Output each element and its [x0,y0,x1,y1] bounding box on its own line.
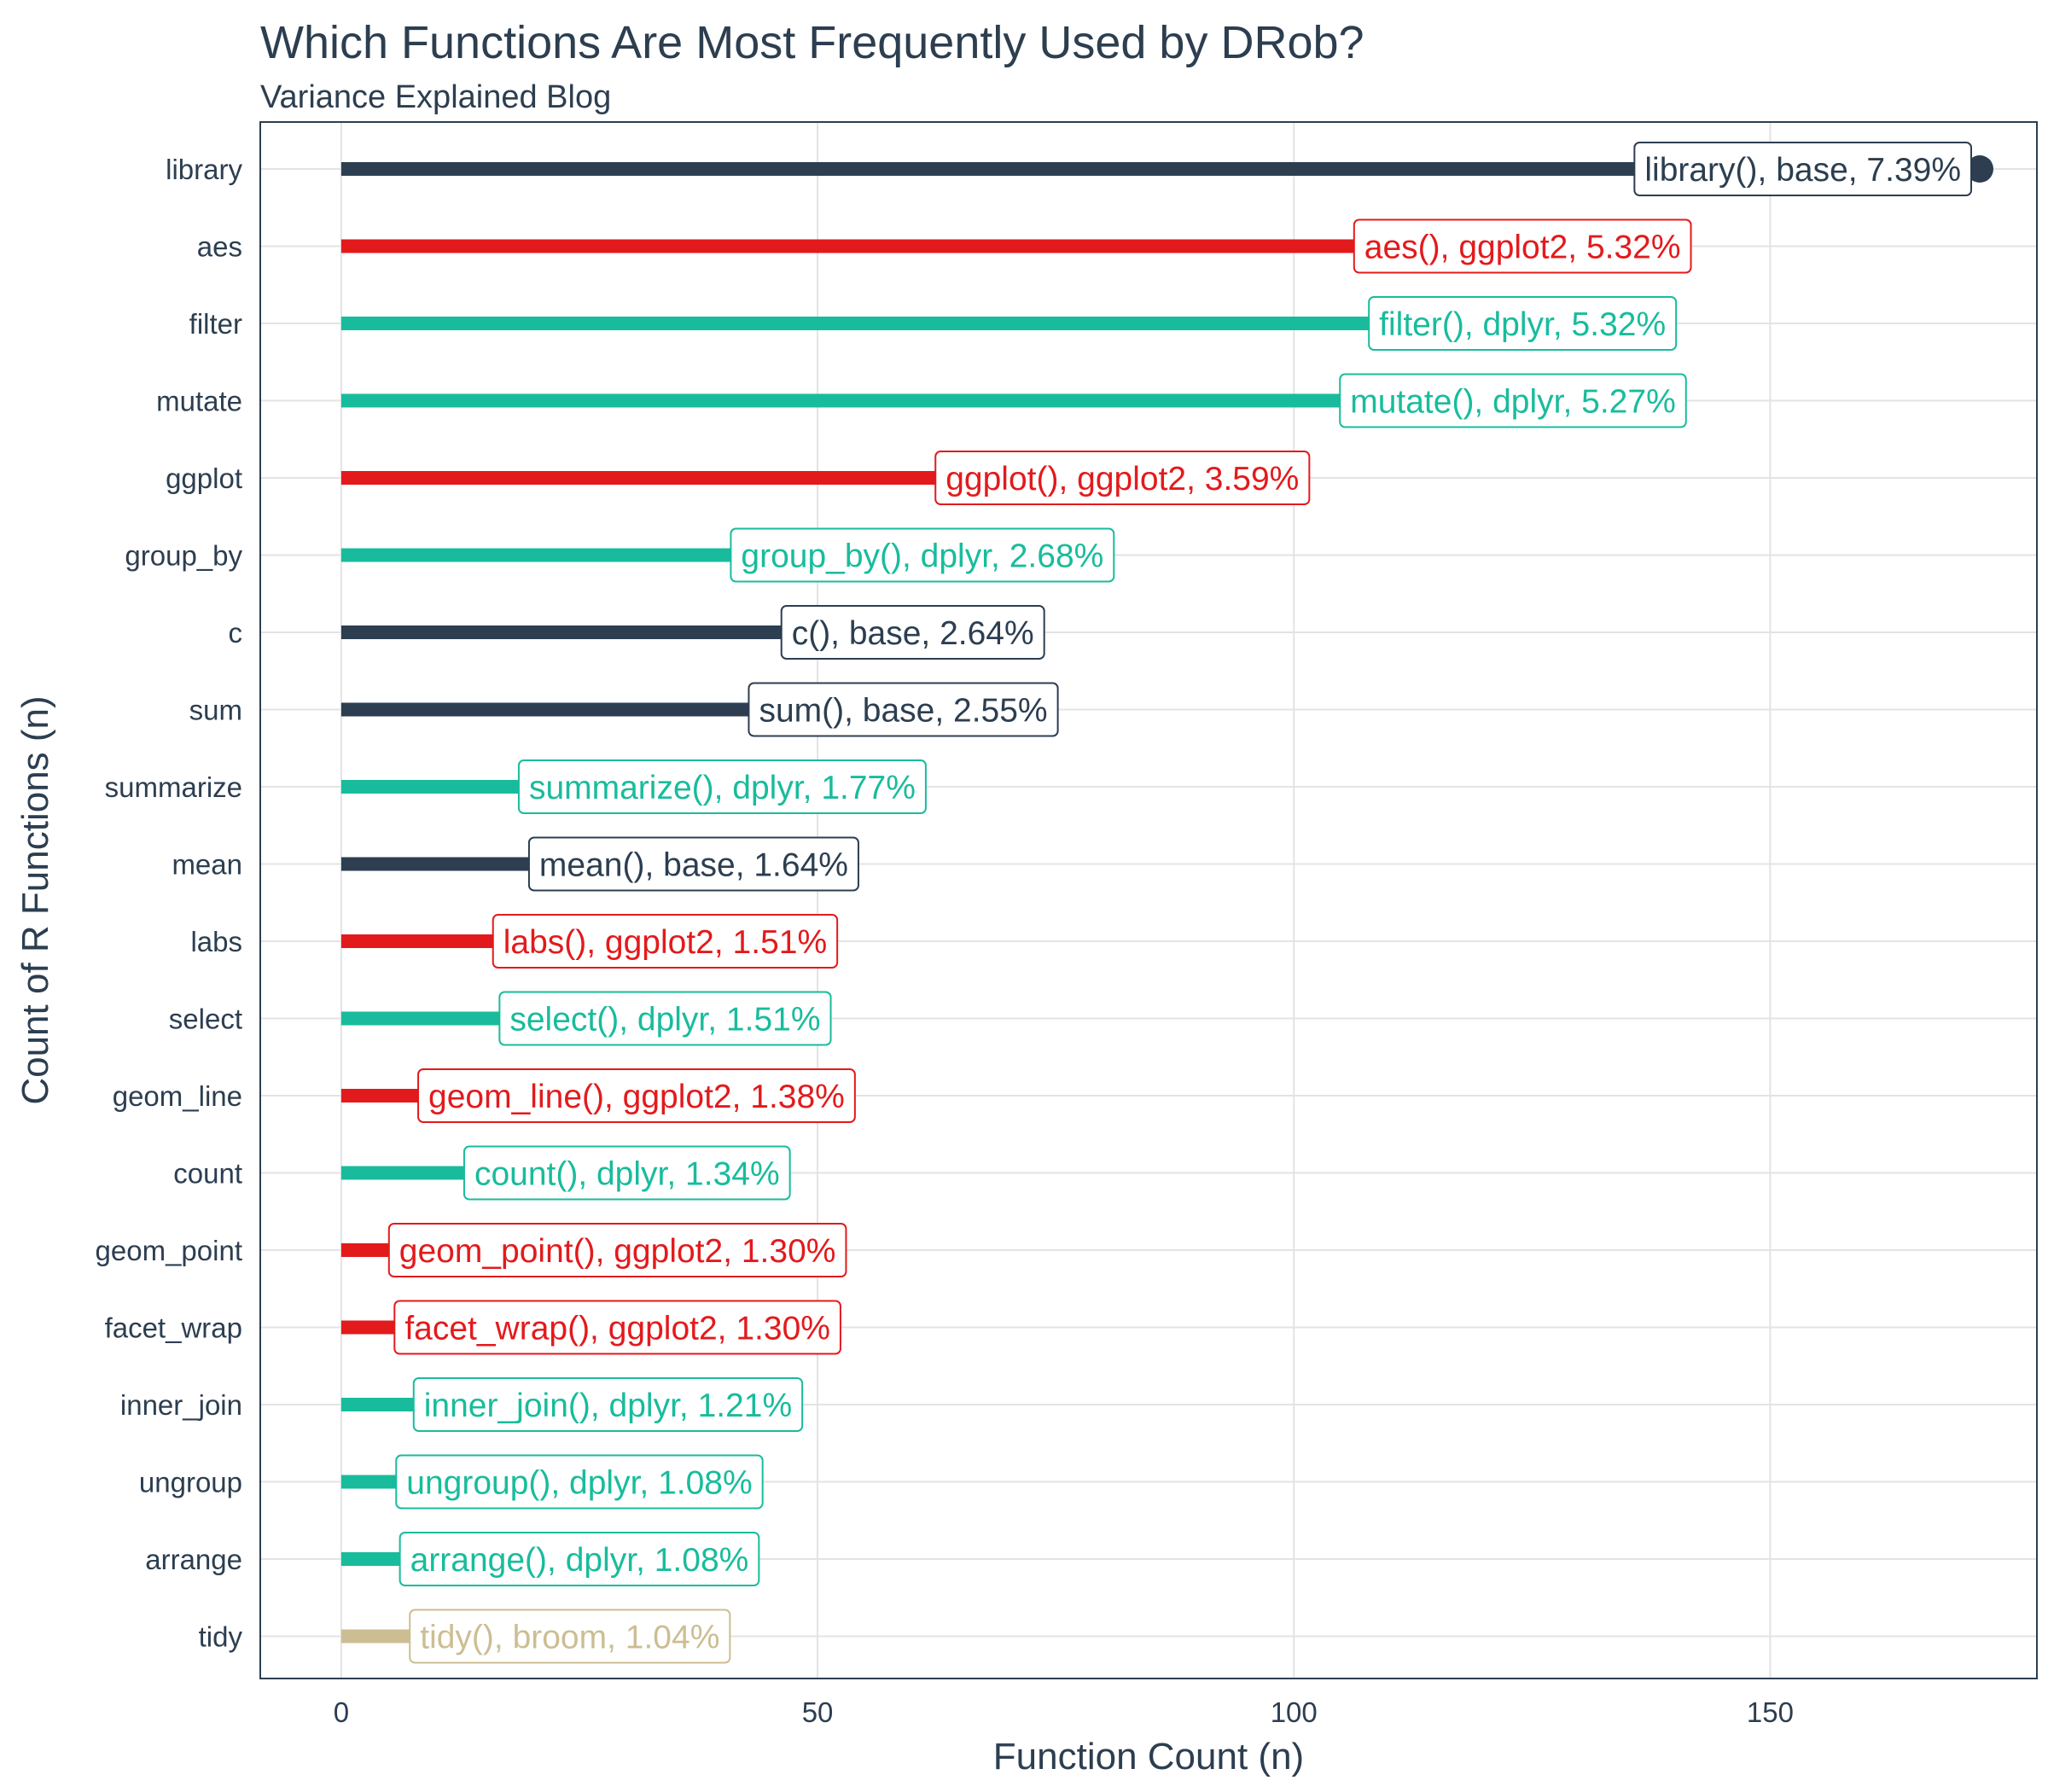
y-tick-label: count [173,1158,242,1190]
data-label-text: mutate(), dplyr, 5.27% [1350,384,1676,421]
data-label-text: labs(), ggplot2, 1.51% [503,924,827,961]
data-label-ggplot: ggplot(), ggplot2, 3.59% [934,451,1311,505]
data-label-summarize: summarize(), dplyr, 1.77% [517,759,927,814]
data-label-box [1353,218,1692,274]
y-tick-label: geom_line [113,1080,242,1112]
data-label-box [1339,373,1687,428]
data-label-box [412,1377,804,1432]
data-label-box [780,605,1045,660]
data-label-text: sum(), base, 2.55% [759,693,1047,730]
y-tick-label: summarize [105,771,242,803]
data-label-mutate: mutate(), dplyr, 5.27% [1339,373,1687,428]
data-label-sum: sum(), base, 2.55% [748,682,1059,737]
data-label-box [1368,296,1678,351]
data-label-text: select(), dplyr, 1.51% [509,1002,820,1039]
data-label-labs: labs(), ggplot2, 1.51% [492,914,839,969]
data-label-geom_line: geom_line(), ggplot2, 1.38% [417,1068,856,1123]
data-label-text: aes(), ggplot2, 5.32% [1364,230,1681,266]
y-tick-label: ggplot [166,463,242,494]
data-label-group_by: group_by(), dplyr, 2.68% [730,527,1115,583]
data-label-text: c(), base, 2.64% [792,615,1034,652]
data-label-box [730,527,1115,583]
data-label-text: geom_line(), ggplot2, 1.38% [428,1079,845,1115]
x-tick-label: 0 [334,1696,349,1728]
data-label-box [409,1609,731,1664]
data-labels: library(), base, 7.39% aes(), ggplot2, 5.… [387,142,1973,1664]
data-label-mean: mean(), base, 1.64% [527,836,859,892]
data-label-ungroup: ungroup(), dplyr, 1.08% [395,1454,764,1510]
y-tick-label: geom_point [96,1235,242,1266]
y-tick-label: labs [190,926,242,957]
data-label-box [395,1454,764,1510]
data-label-text: library(), base, 7.39% [1644,152,1961,189]
bar-end-point-library [1966,155,1994,183]
y-tick-label: select [169,1004,242,1035]
data-label-text: group_by(), dplyr, 2.68% [741,538,1103,575]
y-tick-label: mutate [156,386,242,417]
data-label-arrange: arrange(), dplyr, 1.08% [399,1532,760,1586]
y-tick-label: sum [189,695,242,726]
data-label-text: mean(), base, 1.64% [539,847,848,884]
y-tick-label: c [229,617,243,649]
chart-title: Which Functions Are Most Frequently Used… [260,17,1364,68]
data-label-box [517,759,927,814]
y-axis-ticks: library aes filter mutate ggplot group_byc sum… [96,154,243,1653]
y-tick-label: group_by [125,540,242,572]
y-axis-title: Count of R Functions (n) [15,695,56,1104]
data-label-text: arrange(), dplyr, 1.08% [410,1542,749,1579]
data-label-box [934,451,1311,505]
y-tick-label: arrange [145,1544,242,1575]
x-axis-ticks: 0 50 100 150 [334,1696,1794,1728]
data-label-text: filter(), dplyr, 5.32% [1379,306,1666,343]
data-label-box [492,914,839,969]
y-tick-label: inner_join [120,1389,242,1421]
data-label-geom_point: geom_point(), ggplot2, 1.30% [387,1223,847,1277]
y-tick-label: tidy [199,1621,243,1653]
data-label-box [527,836,859,892]
data-label-text: ungroup(), dplyr, 1.08% [406,1465,752,1502]
data-label-box [1633,142,1973,196]
data-label-box [393,1300,841,1355]
data-label-text: geom_point(), ggplot2, 1.30% [399,1233,836,1270]
x-tick-label: 150 [1747,1696,1794,1728]
data-label-filter: filter(), dplyr, 5.32% [1368,296,1678,351]
plot-panel-border [259,121,2038,1679]
data-label-text: ggplot(), ggplot2, 3.59% [945,461,1299,497]
y-tick-label: filter [189,308,242,340]
y-tick-label: library [166,154,242,185]
y-tick-label: mean [172,849,242,881]
data-label-inner_join: inner_join(), dplyr, 1.21% [412,1377,804,1432]
data-label-box [387,1223,847,1277]
x-tick-label: 50 [802,1696,834,1728]
y-tick-label: ungroup [139,1467,242,1498]
data-label-text: facet_wrap(), ggplot2, 1.30% [404,1311,830,1347]
chart-subtitle: Variance Explained Blog [260,79,611,115]
grid-lines [260,122,2037,1679]
data-label-count: count(), dplyr, 1.34% [463,1145,791,1201]
data-label-select: select(), dplyr, 1.51% [498,991,832,1046]
data-label-facet_wrap: facet_wrap(), ggplot2, 1.30% [393,1300,841,1355]
data-label-text: inner_join(), dplyr, 1.21% [424,1388,792,1424]
data-label-library: library(), base, 7.39% [1633,142,1973,196]
data-label-tidy: tidy(), broom, 1.04% [409,1609,731,1664]
data-label-text: count(), dplyr, 1.34% [474,1156,780,1193]
data-label-box [399,1532,760,1586]
data-label-box [463,1145,791,1201]
data-label-box [417,1068,856,1123]
data-label-c: c(), base, 2.64% [780,605,1045,660]
x-tick-label: 100 [1271,1696,1318,1728]
y-tick-label: facet_wrap [105,1312,242,1344]
data-label-aes: aes(), ggplot2, 5.32% [1353,218,1692,274]
x-axis-title: Function Count (n) [993,1736,1304,1777]
y-tick-label: aes [197,231,242,263]
data-label-text: summarize(), dplyr, 1.77% [529,770,916,806]
data-label-box [748,682,1059,737]
data-label-box [498,991,832,1046]
data-label-text: tidy(), broom, 1.04% [420,1620,719,1656]
